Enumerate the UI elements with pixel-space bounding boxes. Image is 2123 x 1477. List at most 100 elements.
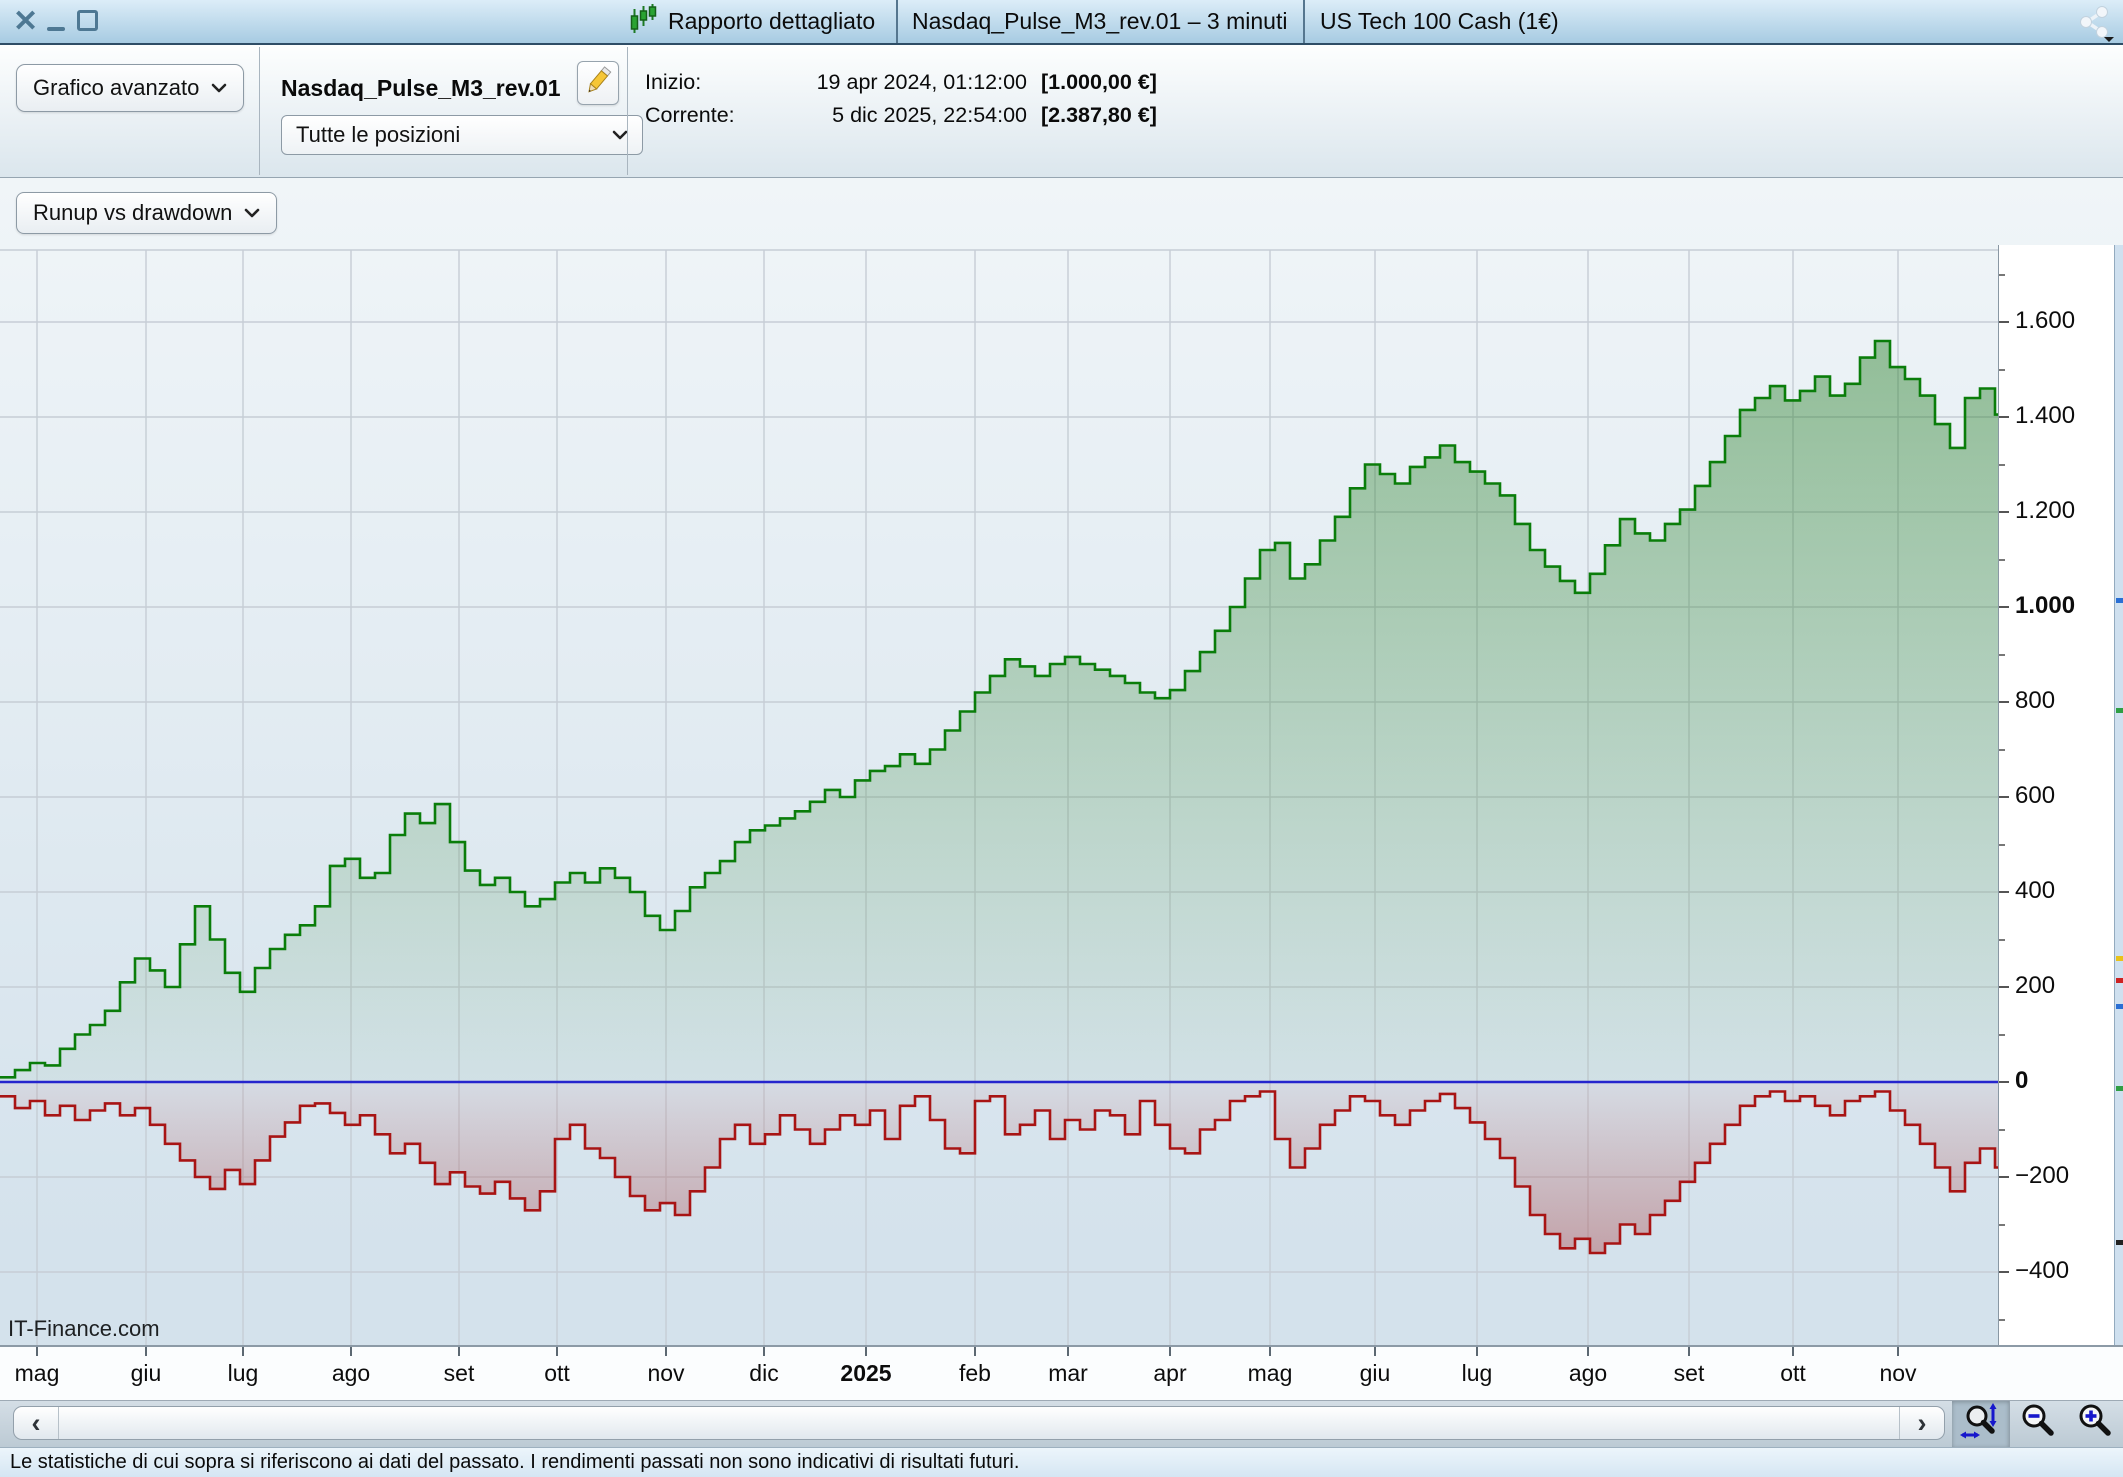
tab-report[interactable]: Rapporto dettagliato (630, 0, 875, 43)
y-tick-label: −200 (2015, 1162, 2070, 1189)
x-tick (1476, 1347, 1478, 1356)
vertical-scrollbar[interactable] (2114, 245, 2123, 1345)
tab-instrument-label: US Tech 100 Cash (1€) (1320, 8, 1559, 34)
x-tick (1067, 1347, 1069, 1356)
x-month-label: dic (749, 1360, 779, 1386)
chart-type-label: Grafico avanzato (33, 75, 200, 100)
x-month-label: mag (14, 1360, 60, 1386)
y-tick (1999, 511, 2009, 513)
x-month-label: feb (959, 1360, 991, 1386)
horizontal-scrollbar[interactable]: ‹ › (13, 1406, 1945, 1440)
titlebar-divider (896, 0, 898, 43)
status-text: Le statistiche di cui sopra si riferisco… (10, 1451, 1020, 1473)
zoom-out-button[interactable] (2010, 1401, 2067, 1447)
edit-strategy-button[interactable] (577, 61, 619, 105)
scroll-marker (2116, 708, 2123, 713)
zoom-in-button[interactable] (2066, 1401, 2123, 1447)
x-month-label: mar (1048, 1360, 1088, 1386)
x-tick (556, 1347, 558, 1356)
x-tick (36, 1347, 38, 1356)
y-tick-label: 1.600 (2015, 307, 2076, 334)
scroll-row: ‹ › (0, 1400, 2123, 1447)
drawdown-line (0, 1090, 2000, 1255)
y-tick (1999, 1081, 2009, 1083)
watermark: IT-Finance.com (8, 1316, 160, 1341)
x-tick (763, 1347, 765, 1356)
titlebar-divider (1303, 0, 1305, 43)
y-minor-tick (1999, 273, 2005, 276)
start-label: Inizio: (645, 70, 702, 94)
y-tick-label: 200 (2015, 972, 2056, 999)
candlestick-icon (630, 3, 657, 40)
zoom-toolbar (1952, 1401, 2123, 1447)
scroll-marker (2116, 1004, 2123, 1009)
y-tick-label: 600 (2015, 782, 2056, 809)
y-tick (1999, 796, 2009, 798)
y-minor-tick (1999, 843, 2005, 846)
y-minor-tick (1999, 1128, 2005, 1131)
y-tick (1999, 701, 2009, 703)
y-tick (1999, 986, 2009, 988)
magnifier-plus-icon (2076, 1403, 2114, 1446)
y-tick (1999, 416, 2009, 418)
tab-strategy-label: Nasdaq_Pulse_M3_rev.01 – 3 minuti (912, 8, 1288, 34)
magnifier-arrows-icon (1960, 1402, 2000, 1446)
x-tick (974, 1347, 976, 1356)
x-tick (1169, 1347, 1171, 1356)
y-minor-tick (1999, 1223, 2005, 1226)
current-value: [2.387,80 €] (1041, 103, 1157, 127)
chevron-down-icon (612, 130, 628, 140)
pencil-icon (583, 65, 613, 102)
magnifier-minus-icon (2019, 1403, 2057, 1446)
window-maximize-icon[interactable] (77, 10, 98, 31)
y-axis: 1.600 1.400 1.200 1.000 800 600 400 200 0 −200 −40… (1998, 245, 2115, 1345)
x-tick (1792, 1347, 1794, 1356)
positions-select[interactable]: Tutte le posizioni (281, 115, 643, 155)
y-tick (1999, 891, 2009, 893)
x-tick (1587, 1347, 1589, 1356)
window-close-icon[interactable]: ✕ (13, 5, 39, 38)
x-month-label: lug (227, 1360, 259, 1386)
scroll-marker (2116, 1086, 2123, 1091)
y-minor-tick (1999, 463, 2005, 466)
current-label: Corrente: (645, 103, 735, 127)
zoom-adjust-button[interactable] (1952, 1401, 2010, 1447)
x-tick (1269, 1347, 1271, 1356)
status-bar: Le statistiche di cui sopra si riferisco… (0, 1447, 2123, 1477)
y-tick-label: 1.400 (2015, 402, 2076, 429)
share-icon[interactable] (2075, 4, 2115, 42)
x-tick (350, 1347, 352, 1356)
chart-type-dropdown[interactable]: Grafico avanzato (16, 64, 245, 112)
x-tick (1374, 1347, 1376, 1356)
chart-mode-dropdown[interactable]: Runup vs drawdown (16, 192, 278, 234)
x-tick (458, 1347, 460, 1356)
x-axis: mag giu lug ago set ott nov dic 2025 feb mar apr mag… (0, 1345, 2123, 1402)
x-month-label: ott (544, 1360, 570, 1386)
chart-region: Runup vs drawdown 1.600 1.400 1.200 1.000 80… (0, 178, 2123, 1402)
chevron-down-icon (244, 208, 260, 218)
x-month-label: apr (1153, 1360, 1187, 1386)
window-minimize-icon[interactable] (47, 27, 65, 31)
scroll-marker (2116, 956, 2123, 961)
tab-instrument[interactable]: US Tech 100 Cash (1€) (1320, 0, 1559, 43)
current-datetime: 5 dic 2025, 22:54:00 (832, 103, 1027, 127)
x-month-label: lug (1461, 1360, 1493, 1386)
tab-strategy[interactable]: Nasdaq_Pulse_M3_rev.01 – 3 minuti (912, 0, 1287, 43)
y-minor-tick (1999, 748, 2005, 751)
chart-mode-label: Runup vs drawdown (33, 200, 233, 225)
runup-drawdown-chart[interactable] (0, 245, 2000, 1345)
x-month-label: giu (130, 1360, 162, 1386)
x-tick (242, 1347, 244, 1356)
y-tick-label: 800 (2015, 687, 2056, 714)
scroll-left-button[interactable]: ‹ (14, 1407, 59, 1439)
y-minor-tick (1999, 368, 2005, 371)
drawdown-area (0, 1082, 2000, 1253)
x-month-label: set (1673, 1360, 1705, 1386)
x-tick (1688, 1347, 1690, 1356)
scroll-right-button[interactable]: › (1899, 1407, 1944, 1439)
y-tick-label: 400 (2015, 877, 2056, 904)
y-minor-tick (1999, 558, 2005, 561)
start-datetime: 19 apr 2024, 01:12:00 (816, 70, 1027, 94)
x-month-label: set (443, 1360, 475, 1386)
